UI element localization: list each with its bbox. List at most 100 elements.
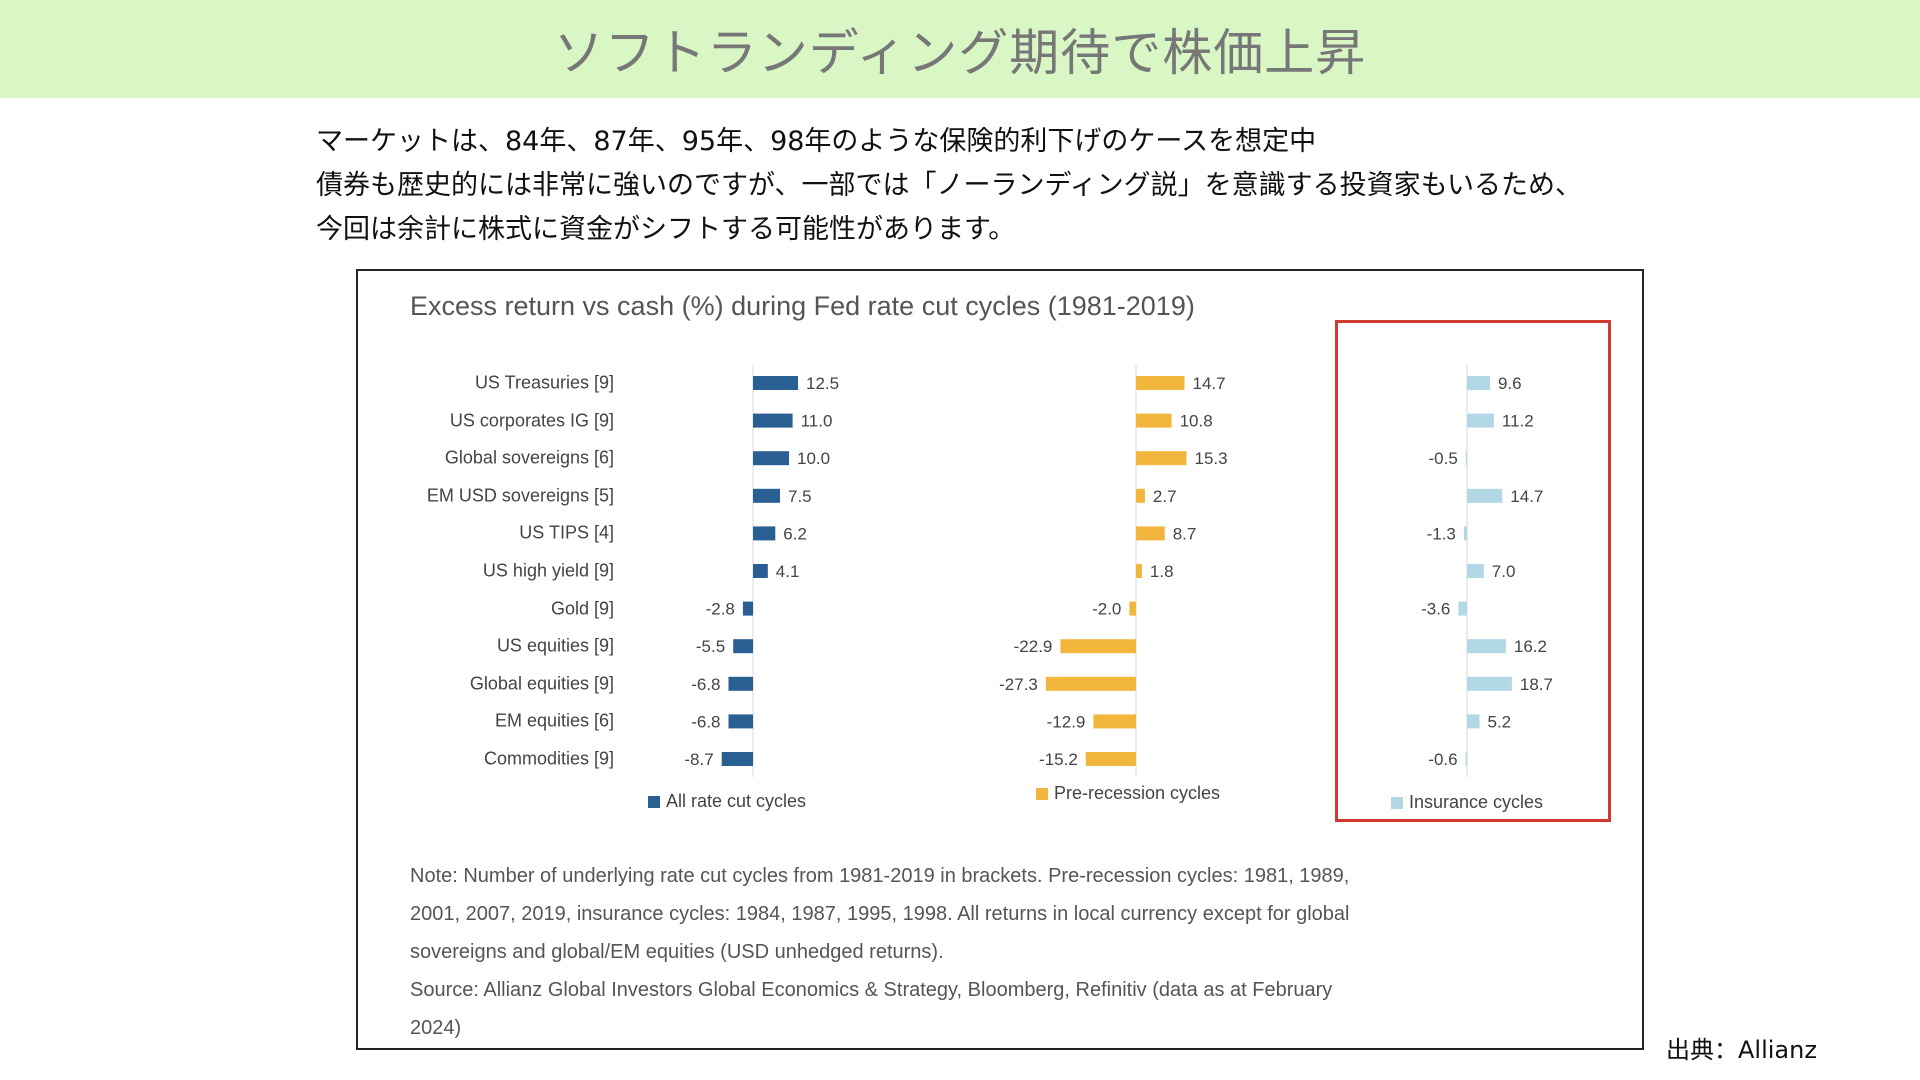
bar (753, 564, 768, 578)
bar (1093, 714, 1136, 729)
note-line: Source: Allianz Global Investors Global … (410, 979, 1333, 1001)
bar-chart-svg: 12.5 11.0 10.0 7.5 6.2 4.1 -2.8 -5.5 -6.8 -6.8 -8.… (684, 365, 1553, 777)
bar (1060, 639, 1136, 654)
data-label: 1.8 (1150, 562, 1174, 581)
bar (1136, 526, 1165, 541)
intro-line: 債券も歴史的には非常に強いのですが、一部では「ノーランディング説」を意識する投資… (316, 170, 1583, 201)
data-label: -1.3 (1427, 524, 1456, 543)
data-label: -5.5 (696, 637, 725, 656)
data-label: -27.3 (999, 675, 1038, 694)
data-label: -15.2 (1039, 750, 1078, 769)
data-label: 12.5 (806, 374, 839, 393)
bar (1136, 564, 1142, 578)
data-label: -0.5 (1429, 449, 1458, 468)
bar (753, 488, 780, 503)
bar (1085, 752, 1136, 766)
category-label: US Treasuries [9] (474, 372, 614, 393)
bar (1467, 488, 1503, 503)
data-label: -6.8 (691, 675, 720, 694)
bar (1467, 413, 1494, 428)
data-label: -8.7 (684, 750, 713, 769)
note-line: 2024) (410, 1017, 462, 1039)
intro-line: マーケットは、84年、87年、95年、98年のような保険的利下げのケースを想定中 (316, 126, 1317, 157)
category-label: US corporates IG [9] (449, 410, 614, 431)
data-label: 7.5 (788, 487, 812, 506)
data-label: 7.0 (1492, 562, 1516, 581)
data-label: 6.2 (783, 524, 807, 543)
legend-swatch (1036, 787, 1048, 800)
data-label: 10.0 (797, 449, 830, 468)
bar (728, 676, 753, 691)
category-label: EM USD sovereigns [5] (426, 485, 614, 506)
bar (1458, 601, 1467, 616)
bar (753, 413, 793, 428)
data-label: 9.6 (1498, 374, 1522, 393)
bar (1465, 451, 1468, 466)
data-label: 11.0 (801, 412, 833, 431)
legend-label: Insurance cycles (1409, 792, 1544, 812)
bar (1467, 376, 1490, 390)
bar (1136, 451, 1187, 466)
category-label: US high yield [9] (482, 560, 614, 581)
legend-label: Pre-recession cycles (1054, 783, 1221, 803)
note-line: Note: Number of underlying rate cut cycl… (410, 865, 1350, 887)
data-label: -3.6 (1421, 600, 1450, 619)
bar (1136, 376, 1185, 390)
bar (1465, 752, 1468, 766)
bar (753, 451, 789, 466)
insurance-cycles-highlight (1335, 320, 1611, 822)
bar (733, 639, 753, 654)
bar (753, 526, 776, 541)
bar (728, 714, 753, 729)
legend-item: Pre-recession cycles (1036, 783, 1220, 804)
data-label: -0.6 (1428, 750, 1457, 769)
legend-item: All rate cut cycles (648, 791, 806, 812)
bar (1467, 676, 1512, 691)
title-banner: ソフトランディング期待で株価上昇 (0, 0, 1920, 98)
data-label: 11.2 (1502, 412, 1534, 431)
data-label: -6.8 (691, 712, 720, 731)
bar (1467, 714, 1480, 729)
bar (1467, 639, 1506, 654)
legend-item: Insurance cycles (1391, 792, 1543, 813)
data-label: 10.8 (1180, 412, 1213, 431)
bar (742, 601, 753, 616)
data-label: 15.3 (1195, 449, 1228, 468)
bar (1136, 413, 1172, 428)
legend-swatch (1391, 796, 1403, 809)
intro-text: マーケットは、84年、87年、95年、98年のような保険的利下げのケースを想定中… (316, 120, 1582, 252)
data-label: 14.7 (1510, 487, 1543, 506)
intro-line: 今回は余計に株式に資金がシフトする可能性があります。 (316, 214, 1016, 245)
legend-swatch (648, 795, 660, 808)
chart-title: Excess return vs cash (%) during Fed rat… (410, 291, 1195, 321)
bar (1463, 526, 1467, 541)
category-label: EM equities [6] (494, 710, 614, 731)
data-label: -22.9 (1014, 637, 1053, 656)
data-label: -2.8 (706, 600, 735, 619)
banner-title: ソフトランディング期待で株価上昇 (553, 24, 1367, 82)
bar (721, 752, 753, 766)
chart-frame: Excess return vs cash (%) during Fed rat… (356, 269, 1644, 1050)
data-label: 4.1 (776, 562, 800, 581)
category-label: Global equities [9] (469, 673, 614, 694)
bar (1045, 676, 1136, 691)
bar (1129, 601, 1136, 616)
category-label: Global sovereigns [6] (444, 447, 614, 468)
source-credit: 出典：Allianz (1666, 1036, 1817, 1064)
data-label: 16.2 (1514, 637, 1547, 656)
data-label: 8.7 (1173, 524, 1197, 543)
data-label: -2.0 (1092, 600, 1121, 619)
data-label: 14.7 (1193, 374, 1226, 393)
chart-note: Note: Number of underlying rate cut cycl… (410, 857, 1590, 1047)
bar (753, 376, 798, 390)
data-label: 5.2 (1488, 712, 1512, 731)
data-label: -12.9 (1047, 712, 1086, 731)
legend-label: All rate cut cycles (666, 791, 807, 811)
category-label: Commodities [9] (483, 748, 614, 769)
category-label: US TIPS [4] (519, 522, 614, 543)
bar (1136, 488, 1145, 503)
bar (1467, 564, 1484, 578)
note-line: 2001, 2007, 2019, insurance cycles: 1984… (410, 903, 1350, 925)
category-label: US equities [9] (496, 635, 614, 656)
data-label: 18.7 (1520, 675, 1553, 694)
